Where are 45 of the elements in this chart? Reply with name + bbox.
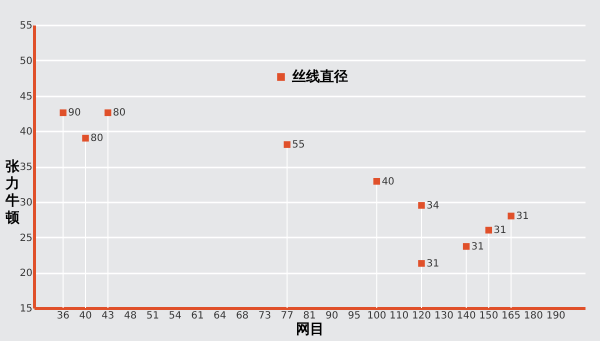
x-tick-label: 68: [236, 310, 249, 322]
x-tick-label: 64: [214, 310, 226, 322]
x-tick-label: 120: [412, 310, 432, 322]
y-tick-label: 55: [20, 20, 32, 32]
x-tick-label: 36: [56, 310, 70, 322]
x-tick-label: 130: [434, 310, 454, 322]
x-axis-title: 网目: [296, 322, 324, 338]
x-tick-label: 40: [79, 310, 92, 322]
annotation: 31: [426, 258, 440, 270]
x-tick-label: 100: [367, 310, 386, 322]
y-tick-label: 35: [20, 162, 32, 173]
annotation: 34: [426, 200, 440, 212]
legend-label: 丝线直径: [291, 69, 348, 85]
y-tick-label: 40: [20, 126, 32, 138]
annotation: 31: [494, 225, 506, 236]
x-tick-label: 95: [348, 310, 361, 322]
x-tick-label: 48: [124, 310, 137, 322]
x-tick-label: 165: [502, 310, 521, 322]
x-tick-label: 81: [303, 310, 316, 322]
annotation: 31: [471, 241, 484, 252]
x-tick-label: 90: [326, 310, 338, 322]
annotation: 40: [382, 176, 394, 188]
y-tick-label: 30: [20, 197, 32, 208]
y-axis-title: 张力牛顿: [4, 159, 20, 226]
x-tick-label: 61: [191, 310, 204, 322]
x-tick-label: 180: [524, 310, 544, 322]
y-tick-label: 15: [20, 304, 32, 314]
x-tick-label: 77: [280, 310, 294, 322]
annotation: 31: [516, 211, 529, 222]
annotation: 90: [68, 108, 81, 119]
x-tick-label: 140: [456, 310, 476, 322]
x-tick-label: 73: [258, 310, 272, 322]
y-tick-label: 50: [20, 56, 32, 67]
y-tick-label: 20: [20, 268, 32, 280]
x-tick-label: 43: [102, 310, 114, 322]
x-tick-label: 150: [479, 310, 498, 322]
x-tick-label: 190: [546, 310, 566, 322]
x-tick-label: 110: [390, 310, 409, 322]
annotation: 55: [292, 140, 305, 151]
annotation: 80: [112, 108, 126, 119]
annotation: 80: [90, 133, 104, 144]
y-tick-label: 45: [20, 91, 32, 102]
y-tick-label: 25: [20, 232, 32, 244]
x-tick-label: 51: [146, 310, 160, 322]
x-tick-label: 54: [168, 310, 182, 322]
